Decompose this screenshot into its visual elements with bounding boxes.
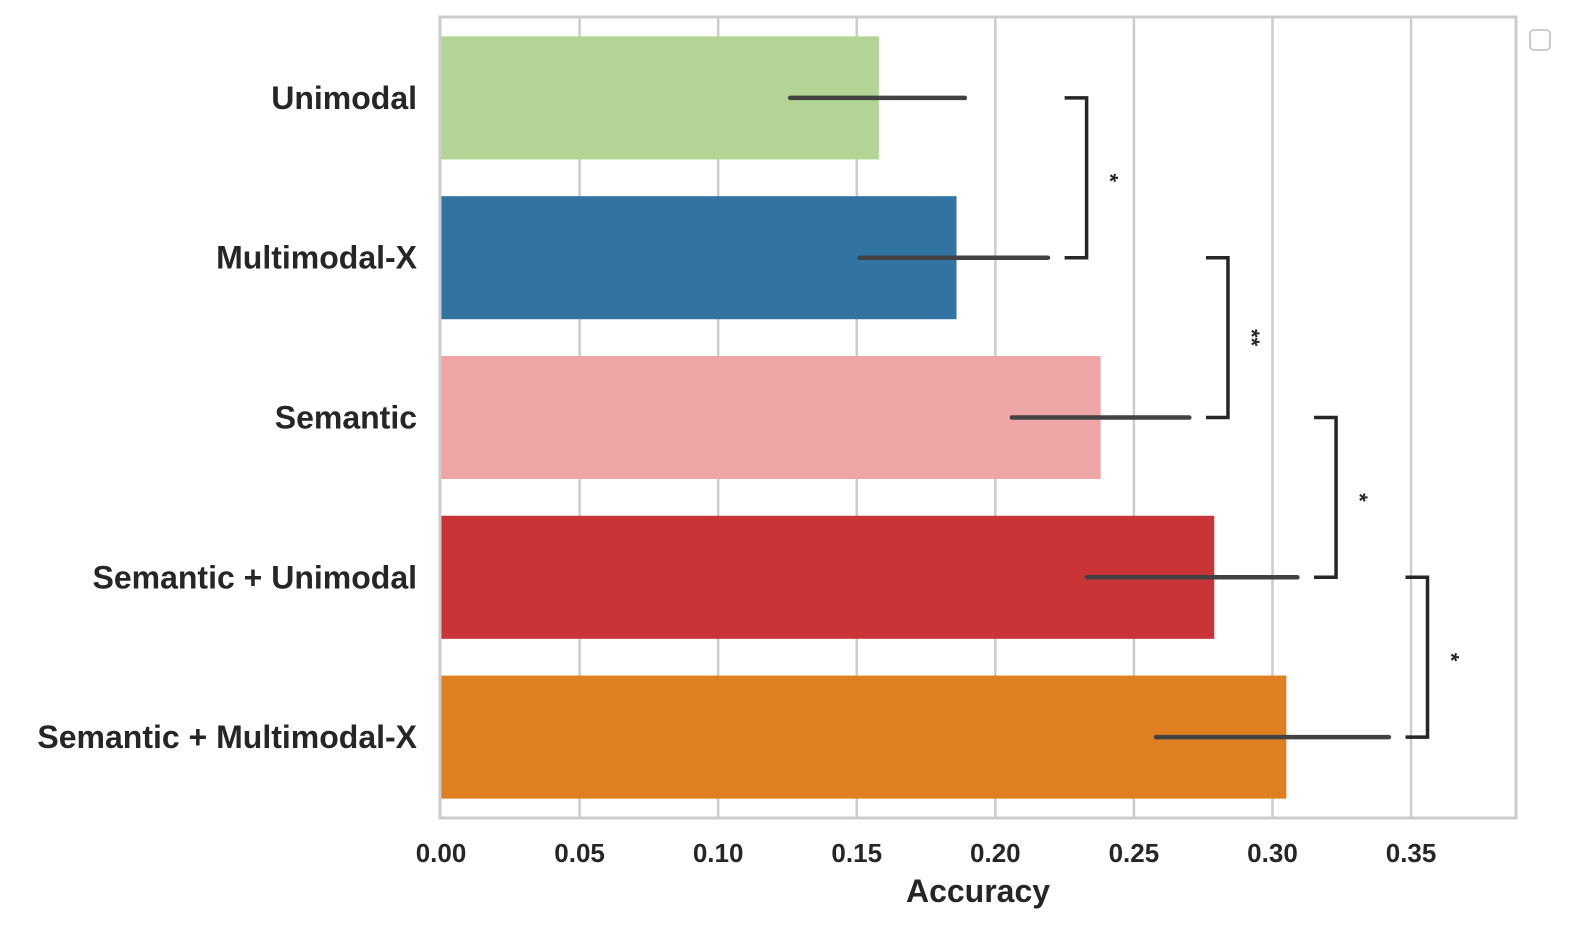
category-label-2: Multimodal-X <box>216 240 418 276</box>
x-tick-0.00: 0.00 <box>416 838 467 868</box>
significance-label-1: * <box>1098 174 1123 183</box>
significance-bracket-2 <box>1205 255 1230 420</box>
plot-frame <box>438 15 1518 820</box>
significance-label-2: ** <box>1239 329 1264 347</box>
category-label-1: Unimodal <box>271 80 417 116</box>
bar-3 <box>441 355 1101 480</box>
significance-bracket-4 <box>1405 575 1430 739</box>
category-label-5: Semantic + Multimodal-X <box>37 719 417 755</box>
category-labels: Unimodal Multimodal-X Semantic Semantic + U… <box>37 80 417 755</box>
significance-label-3: * <box>1347 493 1372 502</box>
significance-bracket-3 <box>1314 415 1338 580</box>
x-tick-0.15: 0.15 <box>831 838 882 868</box>
significance-bracket-1 <box>1064 96 1089 260</box>
x-tick-0.35: 0.35 <box>1386 838 1437 868</box>
x-axis-title: Accuracy <box>906 873 1050 909</box>
significance-label-4: * <box>1439 653 1464 662</box>
x-tick-0.25: 0.25 <box>1109 838 1160 868</box>
category-label-3: Semantic <box>275 400 417 436</box>
category-label-4: Semantic + Unimodal <box>92 559 417 595</box>
legend-box <box>1529 29 1551 51</box>
x-tick-0.20: 0.20 <box>970 838 1021 868</box>
x-tick-0.05: 0.05 <box>554 838 605 868</box>
error-bars <box>787 95 1392 740</box>
significance-brackets: ***** <box>1064 96 1464 739</box>
x-tick-0.10: 0.10 <box>693 838 744 868</box>
x-tick-labels: 0.00 0.05 0.10 0.15 0.20 0.25 0.30 0.35 <box>416 838 1437 868</box>
x-tick-0.30: 0.30 <box>1247 838 1298 868</box>
bar-5 <box>441 675 1287 799</box>
